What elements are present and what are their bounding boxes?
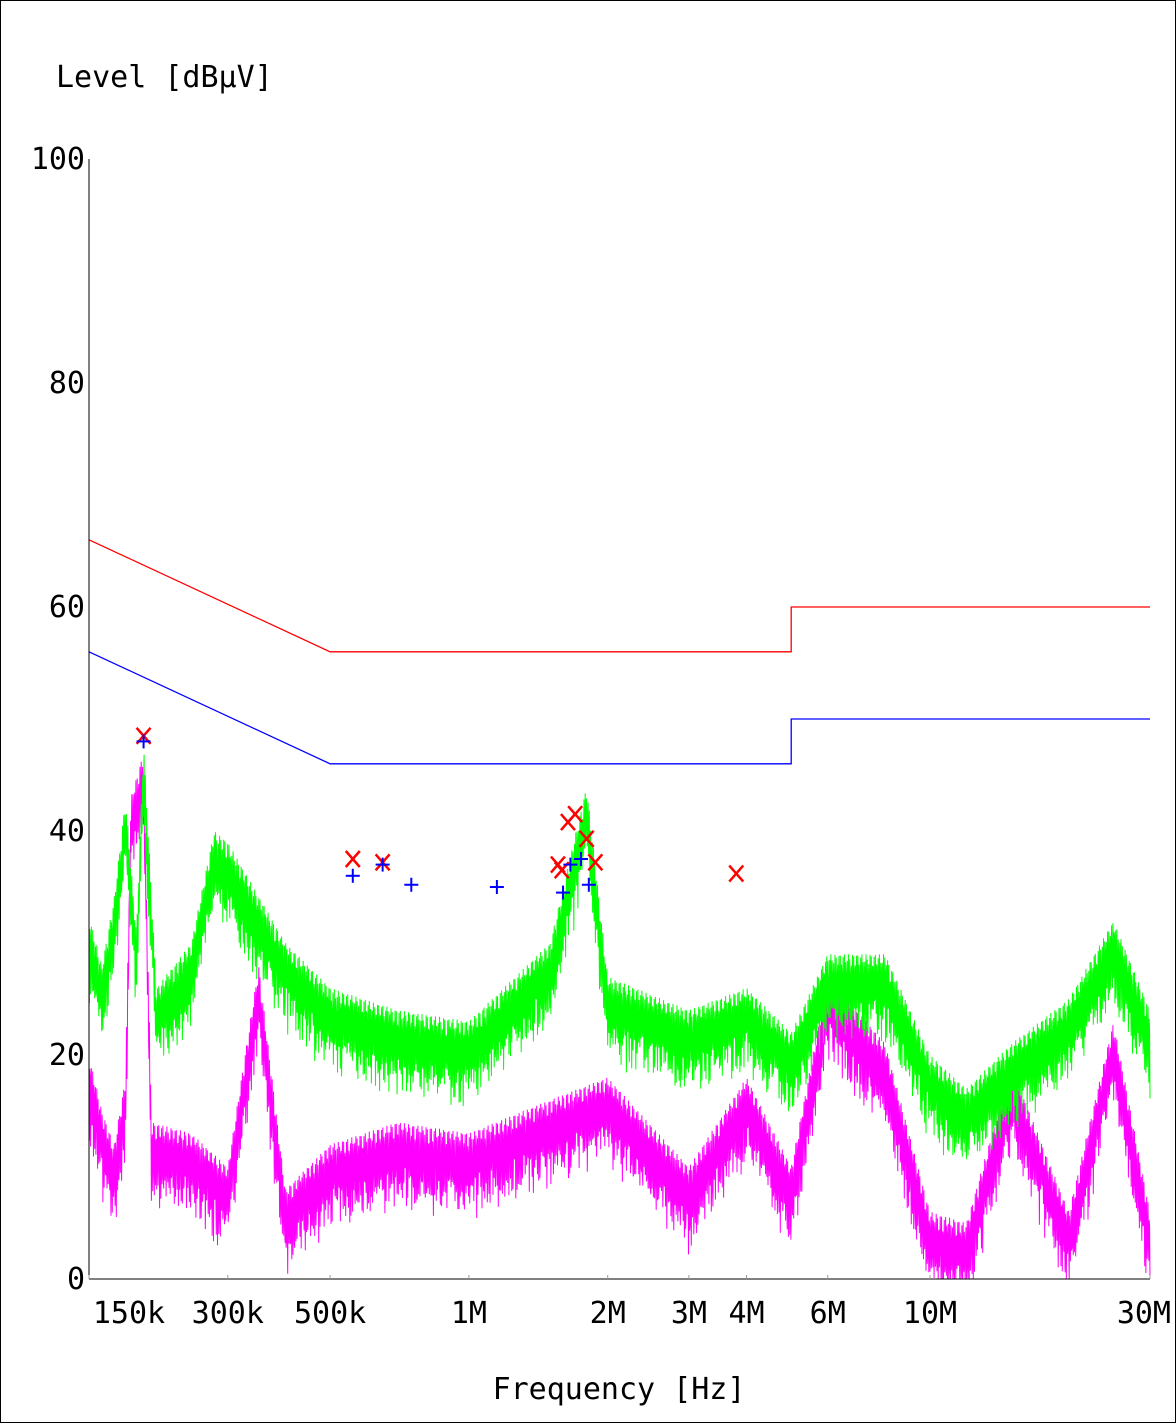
- av-peak-marker: [404, 877, 419, 892]
- y-tick-label: 80: [49, 366, 85, 401]
- x-tick-label: 500k: [294, 1296, 366, 1331]
- av-peak-marker: [573, 852, 588, 866]
- av-peak-marker: [375, 857, 390, 872]
- av-peak-marker: [581, 877, 596, 892]
- y-tick-label: 100: [31, 142, 85, 177]
- av-trace: [88, 761, 1151, 1280]
- x-tick-label: 2M: [590, 1296, 626, 1331]
- qp-marker-stroke: [728, 864, 745, 883]
- x-axis-label: Frequency [Hz]: [493, 1372, 746, 1407]
- x-tick-label: 300k: [192, 1296, 264, 1331]
- x-tick-label: 3M: [671, 1296, 707, 1331]
- y-tick-labels: 0 20 40 60 80 100: [31, 142, 85, 1297]
- qp-peak-marker: [587, 853, 604, 872]
- qp-peak-marker: [578, 830, 595, 848]
- x-tick-label: 10M: [903, 1296, 957, 1331]
- qp-peak-marker: [344, 850, 361, 868]
- y-tick-label: 20: [49, 1038, 85, 1073]
- limit-lines: [88, 539, 1150, 765]
- y-axis-label: Level [dBµV]: [56, 60, 273, 95]
- qp-limit-line: [88, 539, 1150, 653]
- qp-peak-marker: [728, 864, 745, 883]
- y-tick-label: 40: [49, 814, 85, 849]
- qp-peak-marker: [567, 805, 584, 824]
- qp-marker-stroke: [567, 805, 584, 824]
- axes: [88, 159, 1150, 1280]
- x-tick-label: 4M: [728, 1296, 764, 1331]
- av-peak-marker: [489, 880, 504, 894]
- x-tick-label: 1M: [451, 1296, 487, 1331]
- av-limit-line: [88, 651, 1150, 765]
- x-tick-label: 6M: [810, 1296, 846, 1331]
- av-peak-marker: [556, 885, 571, 900]
- qp-marker-stroke: [344, 850, 361, 868]
- y-tick-label: 0: [67, 1262, 85, 1297]
- peak-markers: [135, 726, 745, 900]
- qp-marker-stroke: [578, 830, 595, 848]
- av-peak-marker: [563, 857, 578, 872]
- qp-trace: [88, 754, 1151, 1160]
- x-tick-labels: 150k 300k 500k 1M 2M 3M 4M 6M 10M 30M: [88, 1275, 1171, 1331]
- av-peak-marker: [345, 868, 360, 883]
- qp-marker-stroke: [587, 853, 604, 872]
- measurement-traces: [88, 754, 1151, 1280]
- x-tick-label: 150k: [93, 1296, 165, 1331]
- y-tick-label: 60: [49, 590, 85, 625]
- x-tick-label: 30M: [1117, 1296, 1171, 1331]
- av-peak-marker: [136, 734, 151, 749]
